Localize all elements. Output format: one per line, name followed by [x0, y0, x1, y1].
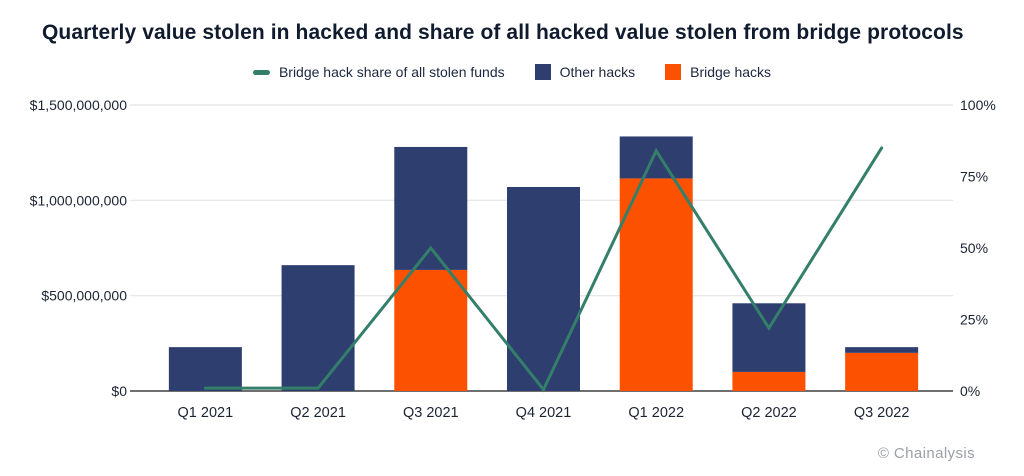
- right-axis-tick-label: 75%: [960, 169, 988, 185]
- bar-other-hacks: [732, 303, 806, 372]
- bar-other-hacks: [845, 347, 919, 353]
- bar-bridge-hacks: [619, 178, 693, 391]
- right-axis-tick-label: 25%: [960, 312, 988, 328]
- x-axis-label: Q1 2022: [628, 405, 684, 421]
- bar-other-hacks: [281, 265, 355, 391]
- legend: Bridge hack share of all stolen funds Ot…: [0, 64, 1024, 80]
- square-swatch-icon: [665, 64, 682, 80]
- bar-bridge-hacks: [394, 269, 468, 391]
- legend-label: Bridge hacks: [690, 64, 772, 80]
- x-axis-label: Q3 2021: [403, 405, 459, 421]
- bar-bridge-hacks: [845, 352, 919, 391]
- credit-text: © Chainalysis: [877, 445, 975, 462]
- line-swatch-icon: [252, 69, 270, 75]
- y-axis-tick-label: $1,500,000,000: [30, 97, 128, 113]
- bar-other-hacks: [619, 136, 693, 179]
- square-swatch-icon: [534, 64, 551, 80]
- chart-title: Quarterly value stolen in hacked and sha…: [42, 21, 964, 44]
- right-axis-tick-label: 0%: [960, 383, 980, 399]
- y-axis-tick-label: $500,000,000: [41, 288, 127, 304]
- right-axis-tick-label: 50%: [960, 240, 988, 256]
- legend-item-other-hacks: Other hacks: [534, 64, 636, 80]
- y-axis-tick-label: $1,000,000,000: [30, 192, 128, 208]
- bar-other-hacks: [168, 347, 242, 391]
- legend-item-bridge-hacks: Bridge hacks: [665, 64, 771, 80]
- bar-other-hacks: [394, 146, 468, 270]
- bridge-share-line: [203, 146, 884, 393]
- x-axis-label: Q4 2021: [516, 405, 572, 421]
- legend-label: Other hacks: [559, 64, 636, 80]
- legend-label: Bridge hack share of all stolen funds: [278, 64, 505, 80]
- x-axis-label: Q3 2022: [854, 405, 910, 421]
- x-axis-label: Q2 2021: [290, 405, 346, 421]
- right-axis-tick-label: 100%: [960, 97, 996, 113]
- bar-other-hacks: [507, 186, 580, 391]
- bar-bridge-hacks: [732, 371, 806, 391]
- x-axis-label: Q1 2021: [178, 405, 234, 421]
- y-axis-tick-label: $0: [111, 383, 127, 399]
- x-axis-label: Q2 2022: [741, 405, 797, 421]
- legend-item-bridge-share: Bridge hack share of all stolen funds: [252, 64, 505, 80]
